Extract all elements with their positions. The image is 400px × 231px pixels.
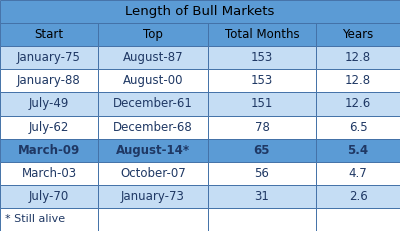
Text: Length of Bull Markets: Length of Bull Markets <box>125 5 275 18</box>
Bar <box>98 139 208 162</box>
Bar <box>208 46 316 69</box>
Bar <box>0 185 98 208</box>
Bar <box>208 23 316 46</box>
Bar <box>0 92 98 116</box>
Text: January-88: January-88 <box>17 74 81 87</box>
Bar <box>98 46 208 69</box>
Bar <box>0 46 98 69</box>
Text: 5.4: 5.4 <box>348 144 368 157</box>
Text: Years: Years <box>342 28 374 41</box>
Text: 12.8: 12.8 <box>345 74 371 87</box>
Text: August-00: August-00 <box>123 74 183 87</box>
Bar <box>208 139 316 162</box>
Bar <box>208 185 316 208</box>
Bar <box>316 116 400 139</box>
Text: 153: 153 <box>251 51 273 64</box>
Bar <box>98 23 208 46</box>
Text: 78: 78 <box>254 121 270 134</box>
Bar <box>208 162 316 185</box>
Text: December-61: December-61 <box>113 97 193 110</box>
Bar <box>316 139 400 162</box>
Bar <box>98 92 208 116</box>
Bar <box>0 116 98 139</box>
Text: 4.7: 4.7 <box>349 167 367 180</box>
Text: March-09: March-09 <box>18 144 80 157</box>
Text: Start: Start <box>34 28 64 41</box>
Text: January-75: January-75 <box>17 51 81 64</box>
Bar <box>98 116 208 139</box>
Text: 153: 153 <box>251 74 273 87</box>
Bar <box>208 116 316 139</box>
Text: July-70: July-70 <box>29 190 69 203</box>
Text: 31: 31 <box>254 190 270 203</box>
Bar <box>316 208 400 231</box>
Text: 56: 56 <box>254 167 270 180</box>
Bar <box>208 208 316 231</box>
Text: 151: 151 <box>251 97 273 110</box>
Bar <box>0 23 98 46</box>
Bar <box>316 69 400 92</box>
Bar <box>98 208 208 231</box>
Text: October-07: October-07 <box>120 167 186 180</box>
Bar <box>0 162 98 185</box>
Text: 6.5: 6.5 <box>349 121 367 134</box>
Bar <box>0 69 98 92</box>
Text: July-62: July-62 <box>29 121 69 134</box>
Text: 65: 65 <box>254 144 270 157</box>
Text: December-68: December-68 <box>113 121 193 134</box>
Bar <box>316 92 400 116</box>
Bar <box>0 208 98 231</box>
Text: August-14*: August-14* <box>116 144 190 157</box>
Bar <box>316 23 400 46</box>
Bar <box>208 69 316 92</box>
Bar <box>316 162 400 185</box>
Text: Top: Top <box>143 28 163 41</box>
Text: 12.8: 12.8 <box>345 51 371 64</box>
Text: 2.6: 2.6 <box>349 190 367 203</box>
Bar <box>98 69 208 92</box>
Text: July-49: July-49 <box>29 97 69 110</box>
Bar <box>316 185 400 208</box>
Bar <box>316 46 400 69</box>
Bar <box>98 185 208 208</box>
Bar <box>208 92 316 116</box>
Text: March-03: March-03 <box>22 167 76 180</box>
Bar <box>0 139 98 162</box>
Text: January-73: January-73 <box>121 190 185 203</box>
Bar <box>0 0 400 23</box>
Text: 12.6: 12.6 <box>345 97 371 110</box>
Text: * Still alive: * Still alive <box>5 214 65 225</box>
Text: Total Months: Total Months <box>225 28 299 41</box>
Text: August-87: August-87 <box>123 51 183 64</box>
Bar <box>98 162 208 185</box>
